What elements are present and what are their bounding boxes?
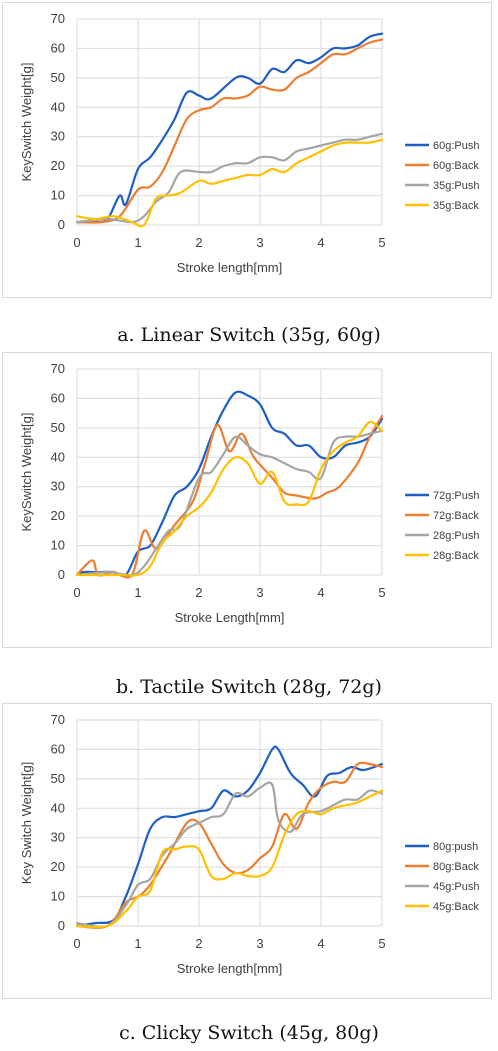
chart-panel-clicky: 0 10 20 30 40 50 60 70 0 1 2 3 4 5 Stroke length[mm] Ke…: [2, 703, 492, 999]
caption-clicky: c. Clicky Switch (45g, 80g): [119, 1022, 379, 1044]
series-line-28g-push: [75, 429, 384, 577]
y-axis-label: KeySwitch Weight[g]: [19, 413, 34, 532]
y-tick-label: 20: [51, 508, 65, 523]
x-tick-label: 2: [195, 235, 202, 250]
y-tick-label: 70: [51, 712, 65, 727]
legend-label: 72g:Back: [433, 510, 479, 522]
y-axis-label: KeySwitch Weight[g]: [19, 63, 34, 182]
y-tick-label: 50: [51, 70, 65, 85]
y-tick-label: 10: [51, 889, 65, 904]
x-tick-label: 3: [256, 936, 263, 951]
legend-label: 80g:push: [433, 841, 478, 853]
y-tick-label: 10: [51, 538, 65, 553]
legend-label: 60g:Back: [433, 160, 479, 172]
y-tick-label: 40: [51, 449, 65, 464]
legend-label: 72g:Push: [433, 490, 479, 502]
x-tick-label: 5: [378, 235, 385, 250]
y-tick-label: 0: [58, 918, 65, 933]
x-tick-label: 1: [134, 936, 141, 951]
y-tick-label: 30: [51, 479, 65, 494]
y-tick-label: 50: [51, 771, 65, 786]
legend-label: 80g:Back: [433, 861, 479, 873]
x-tick-label: 3: [256, 235, 263, 250]
chart-linear: 0 10 20 30 40 50 60 70 0 1 2 3 4 5 Stroke length[mm] Ke…: [19, 11, 479, 275]
legend-label: 35g:Back: [433, 200, 479, 212]
series-line-80g-back: [75, 761, 384, 929]
y-tick-label: 0: [58, 217, 65, 232]
y-tick-label: 70: [51, 361, 65, 376]
y-tick-label: 40: [51, 99, 65, 114]
chart-panel-linear: 0 10 20 30 40 50 60 70 0 1 2 3 4 5 Stroke length[mm] Ke…: [2, 2, 492, 298]
x-tick-label: 0: [73, 235, 80, 250]
x-tick-label: 0: [73, 936, 80, 951]
legend-label: 45g:Push: [433, 881, 479, 893]
legend-label: 35g:Push: [433, 180, 479, 192]
x-tick-label: 1: [134, 585, 141, 600]
y-tick-label: 30: [51, 129, 65, 144]
series-line-80g-push: [75, 745, 384, 928]
legend-label: 45g:Back: [433, 901, 479, 913]
y-tick-label: 60: [51, 40, 65, 55]
legend-label: 28g:Back: [433, 550, 479, 562]
series-line-72g-back: [75, 415, 384, 579]
y-tick-label: 30: [51, 830, 65, 845]
caption-tactile: b. Tactile Switch (28g, 72g): [116, 676, 382, 698]
y-tick-label: 50: [51, 420, 65, 435]
x-tick-label: 0: [73, 585, 80, 600]
x-tick-label: 4: [317, 936, 324, 951]
y-tick-label: 0: [58, 567, 65, 582]
y-axis-label: Key Switch Weight[g]: [19, 762, 34, 885]
x-tick-label: 2: [195, 936, 202, 951]
series-line-45g-back: [75, 789, 384, 929]
series-line-28g-back: [75, 420, 384, 577]
x-tick-label: 2: [195, 585, 202, 600]
x-tick-label: 3: [256, 585, 263, 600]
x-tick-label: 5: [378, 936, 385, 951]
y-tick-label: 20: [51, 859, 65, 874]
y-tick-label: 70: [51, 11, 65, 26]
y-tick-label: 60: [51, 390, 65, 405]
y-tick-label: 10: [51, 188, 65, 203]
series-line-45g-push: [75, 781, 384, 928]
x-axis-label: Stroke Length[mm]: [175, 610, 285, 625]
legend-label: 28g:Push: [433, 530, 479, 542]
series-line-60g-push: [75, 32, 384, 224]
y-tick-label: 20: [51, 158, 65, 173]
x-tick-label: 4: [317, 585, 324, 600]
x-axis-label: Stroke length[mm]: [177, 961, 283, 976]
series-line-60g-back: [75, 38, 384, 224]
chart-clicky: 0 10 20 30 40 50 60 70 0 1 2 3 4 5 Stroke length[mm] Ke…: [19, 712, 479, 976]
y-tick-label: 60: [51, 741, 65, 756]
chart-panel-tactile: 0 10 20 30 40 50 60 70 0 1 2 3 4 5 Stroke Length[mm] Ke…: [2, 352, 492, 648]
legend-label: 60g:Push: [433, 140, 479, 152]
series-line-72g-push: [75, 390, 384, 578]
x-axis-label: Stroke length[mm]: [177, 260, 283, 275]
series-line-35g-push: [75, 132, 384, 224]
x-tick-label: 4: [317, 235, 324, 250]
caption-linear: a. Linear Switch (35g, 60g): [117, 324, 381, 346]
chart-tactile: 0 10 20 30 40 50 60 70 0 1 2 3 4 5 Stroke Length[mm] Ke…: [19, 361, 479, 625]
x-tick-label: 1: [134, 235, 141, 250]
x-tick-label: 5: [378, 585, 385, 600]
series-line-35g-back: [75, 138, 384, 228]
y-tick-label: 40: [51, 800, 65, 815]
